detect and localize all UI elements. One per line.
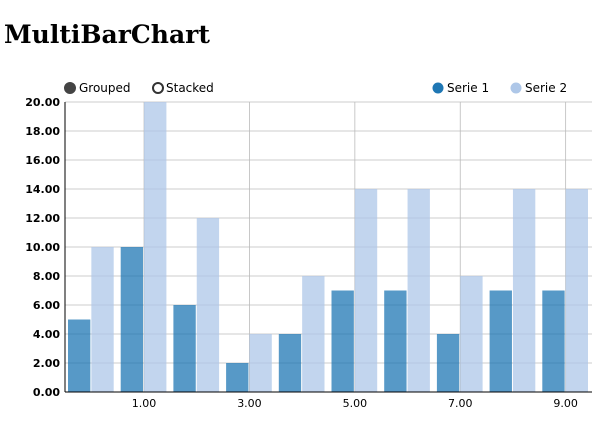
y-tick-label: 6.00 xyxy=(33,299,60,312)
bar-serie-1[interactable] xyxy=(542,290,565,393)
bar-serie-1[interactable] xyxy=(173,305,196,392)
bar-serie-2[interactable] xyxy=(460,276,483,392)
control-grouped[interactable]: Grouped xyxy=(64,81,131,95)
legend-serie-2-label[interactable]: Serie 2 xyxy=(525,81,567,95)
control-stacked-label[interactable]: Stacked xyxy=(166,81,214,95)
bar-serie-2[interactable] xyxy=(196,218,220,392)
axes xyxy=(64,102,592,393)
bar-serie-2[interactable] xyxy=(144,102,167,392)
legend: Serie 1 Serie 2 xyxy=(432,81,568,95)
y-tick-label: 14.00 xyxy=(25,183,60,196)
control-grouped-label[interactable]: Grouped xyxy=(79,81,131,95)
legend-item-serie-2[interactable]: Serie 2 xyxy=(510,81,568,95)
x-tick-labels: 1.00 3.00 5.00 7.00 9.00 xyxy=(132,397,578,410)
y-tick-label: 10.00 xyxy=(25,241,60,254)
radio-grouped-icon[interactable] xyxy=(64,82,76,94)
x-tick-label: 5.00 xyxy=(343,397,368,410)
legend-item-serie-1[interactable]: Serie 1 xyxy=(432,81,490,95)
bar-serie-1[interactable] xyxy=(68,319,91,393)
bar-serie-2[interactable] xyxy=(512,189,536,392)
bar-serie-2[interactable] xyxy=(249,334,272,392)
bar-serie-1[interactable] xyxy=(436,334,460,392)
controls: Grouped Stacked xyxy=(64,81,214,95)
bar-serie-2[interactable] xyxy=(354,189,378,392)
x-tick-label: 1.00 xyxy=(132,397,157,410)
y-tick-labels: 0.00 2.00 4.00 6.00 8.00 10.00 12.00 14.00 16.00… xyxy=(25,96,60,399)
y-tick-label: 0.00 xyxy=(33,386,60,399)
bar-serie-2[interactable] xyxy=(91,247,114,392)
bar-serie-2[interactable] xyxy=(565,189,588,392)
legend-serie-2-icon[interactable] xyxy=(510,82,522,94)
bar-serie-1[interactable] xyxy=(489,290,512,393)
y-tick-label: 16.00 xyxy=(25,154,60,167)
bar-serie-1[interactable] xyxy=(120,247,144,392)
bar-serie-1[interactable] xyxy=(278,334,302,392)
control-stacked[interactable]: Stacked xyxy=(152,81,214,95)
bar-serie-1[interactable] xyxy=(331,290,354,393)
bars xyxy=(68,102,588,392)
y-tick-label: 12.00 xyxy=(25,212,60,225)
page-title: MultiBarChart xyxy=(4,20,210,49)
y-tick-label: 8.00 xyxy=(33,270,60,283)
bar-serie-2[interactable] xyxy=(407,189,430,392)
legend-serie-1-icon[interactable] xyxy=(432,82,444,94)
y-tick-label: 18.00 xyxy=(25,125,60,138)
x-tick-label: 3.00 xyxy=(237,397,262,410)
legend-serie-1-label[interactable]: Serie 1 xyxy=(447,81,489,95)
y-tick-label: 4.00 xyxy=(33,328,60,341)
x-tick-label: 9.00 xyxy=(553,397,578,410)
x-tick-label: 7.00 xyxy=(448,397,473,410)
y-tick-label: 20.00 xyxy=(25,96,60,109)
bar-serie-1[interactable] xyxy=(384,290,407,393)
bar-serie-2[interactable] xyxy=(302,276,325,392)
radio-stacked-icon[interactable] xyxy=(152,82,164,94)
y-tick-label: 2.00 xyxy=(33,357,60,370)
bar-serie-1[interactable] xyxy=(226,363,249,392)
